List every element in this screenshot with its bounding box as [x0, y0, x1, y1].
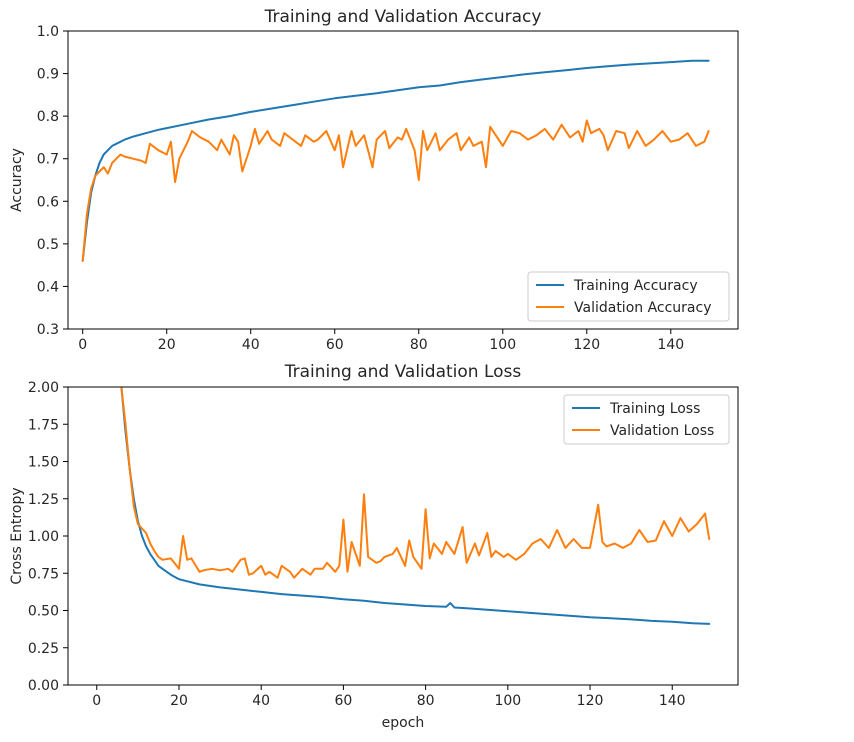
x-tick-label: 60	[334, 693, 352, 709]
legend-label: Validation Accuracy	[574, 300, 712, 316]
x-tick-label: 140	[657, 337, 684, 353]
y-tick-label: 0.8	[37, 109, 59, 125]
y-axis-label: Accuracy	[9, 148, 25, 212]
y-tick-label: 0.75	[28, 566, 59, 582]
series-line-validation-accuracy	[81, 119, 710, 262]
x-tick-label: 0	[92, 693, 101, 709]
series-line-validation-loss	[120, 387, 711, 579]
chart-title: Training and Validation Loss	[284, 362, 522, 382]
legend-box	[527, 271, 730, 322]
y-tick-label: 1.25	[28, 492, 59, 508]
y-tick-label: 2.00	[28, 380, 59, 396]
x-tick-label: 80	[417, 693, 435, 709]
y-tick-label: 0.6	[37, 194, 59, 210]
y-axis-label: Cross Entropy	[9, 487, 25, 584]
loss-chart: Training and Validation Loss 0 20 40 60 80 100…	[9, 362, 739, 731]
y-tick-label: 0.7	[37, 152, 59, 168]
y-tick-label: 1.00	[28, 529, 59, 545]
y-tick-label: 0.25	[28, 641, 59, 657]
x-tick-label: 20	[158, 337, 176, 353]
accuracy-chart: Training and Validation Accuracy 0 20 40 60 8…	[9, 7, 739, 353]
y-tick-label: 1.75	[28, 417, 59, 433]
x-axis-label: epoch	[382, 715, 425, 731]
chart-title: Training and Validation Accuracy	[264, 7, 542, 27]
x-tick-label: 140	[659, 693, 686, 709]
y-tick-label: 0.50	[28, 604, 59, 620]
legend: Training Accuracy Validation Accuracy	[527, 271, 730, 322]
legend-label: Validation Loss	[610, 423, 714, 439]
x-tick-label: 40	[242, 337, 260, 353]
legend-label: Training Loss	[609, 401, 700, 417]
x-tick-label: 20	[170, 693, 188, 709]
y-tick-label: 0.3	[37, 322, 59, 338]
x-tick-label: 80	[410, 337, 428, 353]
axes-frame	[67, 30, 739, 330]
legend-box	[563, 394, 730, 445]
y-tick-label: 0.4	[37, 279, 59, 295]
plot-area	[120, 387, 711, 625]
y-tick-label: 0.9	[37, 67, 59, 83]
x-tick-label: 100	[489, 337, 516, 353]
y-tick-label: 0.5	[37, 237, 59, 253]
y-tick-label: 1.0	[37, 24, 59, 40]
series-line-training-accuracy	[81, 59, 710, 262]
legend: Training Loss Validation Loss	[563, 394, 730, 445]
series-line-training-loss	[120, 387, 711, 625]
plot-area	[81, 59, 710, 262]
legend-label: Training Accuracy	[573, 278, 698, 294]
y-tick-label: 0.00	[28, 678, 59, 694]
x-tick-label: 40	[252, 693, 270, 709]
x-tick-label: 100	[494, 693, 521, 709]
x-tick-label: 60	[326, 337, 344, 353]
x-tick-label: 120	[577, 693, 604, 709]
x-tick-label: 0	[78, 337, 87, 353]
y-tick-label: 1.50	[28, 455, 59, 471]
x-tick-label: 120	[573, 337, 600, 353]
